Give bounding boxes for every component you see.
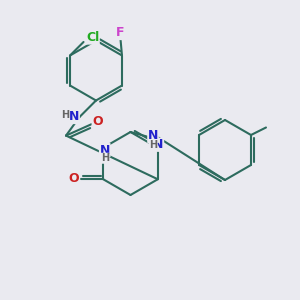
Text: O: O xyxy=(92,115,103,128)
Text: O: O xyxy=(69,172,80,185)
Text: F: F xyxy=(116,26,125,40)
Text: N: N xyxy=(148,129,158,142)
Text: H: H xyxy=(101,153,109,163)
Text: N: N xyxy=(100,144,110,157)
Text: N: N xyxy=(153,138,164,151)
Text: Cl: Cl xyxy=(86,31,99,44)
Text: H: H xyxy=(149,140,157,150)
Text: N: N xyxy=(69,110,79,124)
Text: H: H xyxy=(61,110,69,121)
